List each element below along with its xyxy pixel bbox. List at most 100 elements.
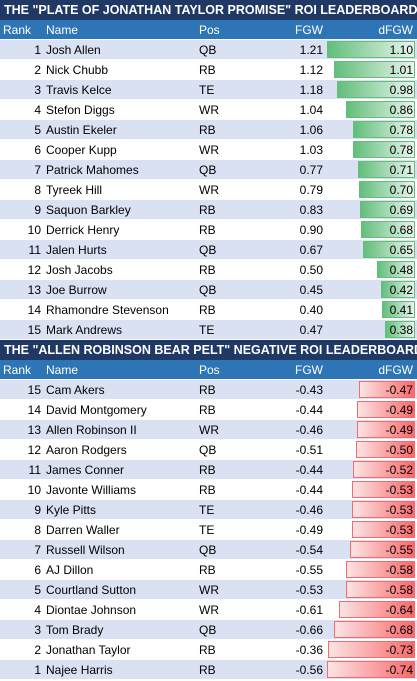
- player-name-cell: Jonathan Taylor: [46, 643, 131, 657]
- dfgw-data-bar: [339, 601, 415, 618]
- position-cell: RB: [199, 463, 216, 477]
- position-cell: WR: [199, 143, 219, 157]
- fgw-cell: -0.46: [295, 503, 323, 517]
- dfgw-value: -0.50: [385, 443, 413, 457]
- fgw-cell: 0.79: [299, 183, 323, 197]
- dfgw-value: -0.52: [385, 463, 413, 477]
- header-pos: Pos: [199, 23, 220, 37]
- fgw-cell: 0.45: [299, 283, 323, 297]
- rank-cell: 15: [27, 323, 41, 337]
- rank-cell: 8: [34, 523, 41, 537]
- rank-cell: 11: [28, 463, 41, 477]
- table-row: 4 Diontae Johnson WR -0.61 -0.64: [0, 600, 417, 620]
- table-row: 5 Austin Ekeler RB 1.06 0.78: [0, 120, 417, 140]
- rank-cell: 1: [34, 663, 41, 677]
- header-rank: Rank: [3, 363, 32, 377]
- dfgw-data-bar: [385, 321, 415, 338]
- table-row: 8 Tyreek Hill WR 0.79 0.70: [0, 180, 417, 200]
- dfgw-data-bar: [361, 221, 415, 238]
- table-row: 13 Joe Burrow QB 0.45 0.42: [0, 280, 417, 300]
- dfgw-cell: 0.65: [325, 240, 417, 259]
- dfgw-value: 0.69: [389, 203, 413, 217]
- dfgw-data-bar: [358, 161, 415, 178]
- player-name-cell: Josh Jacobs: [46, 263, 113, 277]
- dfgw-cell: -0.53: [325, 500, 417, 519]
- position-cell: RB: [199, 263, 216, 277]
- position-cell: WR: [199, 583, 219, 597]
- player-name-cell: AJ Dillon: [46, 563, 94, 577]
- dfgw-cell: 0.98: [325, 80, 417, 99]
- dfgw-data-bar: [352, 481, 415, 498]
- rank-cell: 4: [34, 603, 41, 617]
- dfgw-data-bar: [327, 41, 415, 58]
- dfgw-data-bar: [360, 201, 415, 218]
- header-name: Name: [46, 23, 79, 37]
- table-row: 3 Tom Brady QB -0.66 -0.68: [0, 620, 417, 640]
- header-name: Name: [46, 363, 79, 377]
- position-cell: RB: [199, 63, 216, 77]
- position-cell: TE: [199, 503, 215, 517]
- player-name-cell: David Montgomery: [46, 403, 147, 417]
- dfgw-value: 1.10: [389, 43, 413, 57]
- dfgw-cell: 0.48: [325, 260, 417, 279]
- table-row: 11 Jalen Hurts QB 0.67 0.65: [0, 240, 417, 260]
- dfgw-data-bar: [334, 621, 415, 638]
- dfgw-cell: 0.70: [325, 180, 417, 199]
- position-cell: TE: [199, 83, 215, 97]
- position-cell: TE: [199, 523, 215, 537]
- dfgw-value: 0.98: [389, 83, 413, 97]
- rank-cell: 12: [27, 443, 41, 457]
- dfgw-data-bar: [382, 301, 415, 318]
- dfgw-cell: 0.41: [325, 300, 417, 319]
- rank-cell: 7: [34, 543, 41, 557]
- player-name-cell: Cam Akers: [46, 383, 105, 397]
- player-name-cell: Rhamondre Stevenson: [46, 303, 169, 317]
- rank-cell: 10: [27, 223, 41, 237]
- position-cell: RB: [199, 403, 216, 417]
- position-cell: QB: [199, 163, 217, 177]
- dfgw-value: 0.78: [389, 143, 413, 157]
- rank-cell: 4: [34, 103, 41, 117]
- rank-cell: 9: [34, 203, 41, 217]
- table-row: 15 Cam Akers RB -0.43 -0.47: [0, 380, 417, 400]
- table-row: 15 Mark Andrews TE 0.47 0.38: [0, 320, 417, 340]
- rank-cell: 3: [34, 83, 41, 97]
- rank-cell: 14: [27, 303, 41, 317]
- table-row: 3 Travis Kelce TE 1.18 0.98: [0, 80, 417, 100]
- positive-header-row: Rank Name Pos FGW dFGW: [0, 20, 417, 40]
- fgw-cell: 0.90: [299, 223, 323, 237]
- rank-cell: 7: [34, 163, 41, 177]
- dfgw-data-bar: [337, 81, 415, 98]
- fgw-cell: -0.51: [295, 443, 323, 457]
- table-row: 6 AJ Dillon RB -0.55 -0.58: [0, 560, 417, 580]
- header-fgw: FGW: [295, 363, 323, 377]
- player-name-cell: Najee Harris: [46, 663, 113, 677]
- dfgw-cell: -0.58: [325, 560, 417, 579]
- rank-cell: 1: [34, 43, 41, 57]
- position-cell: WR: [199, 103, 219, 117]
- fgw-cell: -0.66: [295, 623, 323, 637]
- dfgw-data-bar: [357, 421, 415, 438]
- dfgw-data-bar: [328, 641, 415, 658]
- dfgw-cell: -0.47: [325, 380, 417, 399]
- fgw-cell: 0.47: [299, 323, 323, 337]
- player-name-cell: Tyreek Hill: [46, 183, 103, 197]
- dfgw-value: 0.78: [389, 123, 413, 137]
- fgw-cell: 0.40: [299, 303, 323, 317]
- table-row: 10 Derrick Henry RB 0.90 0.68: [0, 220, 417, 240]
- table-row: 6 Cooper Kupp WR 1.03 0.78: [0, 140, 417, 160]
- dfgw-cell: 1.10: [325, 40, 417, 59]
- dfgw-cell: -0.58: [325, 580, 417, 599]
- header-pos: Pos: [199, 363, 220, 377]
- dfgw-value: 0.42: [389, 283, 413, 297]
- negative-leaderboard-title: THE "ALLEN ROBINSON BEAR PELT" NEGATIVE …: [0, 340, 417, 360]
- dfgw-cell: -0.73: [325, 640, 417, 659]
- negative-header-row: Rank Name Pos FGW dFGW: [0, 360, 417, 380]
- dfgw-cell: 0.86: [325, 100, 417, 119]
- table-row: 10 Javonte Williams RB -0.44 -0.53: [0, 480, 417, 500]
- table-row: 2 Nick Chubb RB 1.12 1.01: [0, 60, 417, 80]
- player-name-cell: Aaron Rodgers: [46, 443, 127, 457]
- fgw-cell: -0.54: [295, 543, 323, 557]
- header-fgw: FGW: [295, 23, 323, 37]
